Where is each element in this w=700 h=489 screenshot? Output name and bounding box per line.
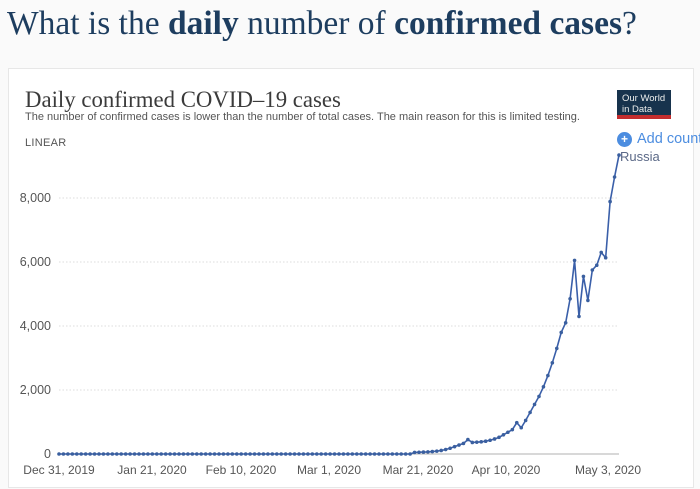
- svg-text:0: 0: [44, 447, 51, 461]
- svg-text:Mar 1, 2020: Mar 1, 2020: [297, 463, 361, 477]
- svg-text:Feb 10, 2020: Feb 10, 2020: [206, 463, 277, 477]
- svg-text:May 3, 2020: May 3, 2020: [575, 463, 641, 477]
- svg-text:Mar 21, 2020: Mar 21, 2020: [383, 463, 454, 477]
- svg-text:Dec 31, 2019: Dec 31, 2019: [23, 463, 95, 477]
- svg-text:Jan 21, 2020: Jan 21, 2020: [117, 463, 187, 477]
- svg-text:6,000: 6,000: [20, 255, 51, 269]
- svg-text:Russia: Russia: [620, 149, 661, 164]
- svg-text:2,000: 2,000: [20, 383, 51, 397]
- svg-text:8,000: 8,000: [20, 191, 51, 205]
- svg-text:Apr 10, 2020: Apr 10, 2020: [472, 463, 541, 477]
- svg-text:4,000: 4,000: [20, 319, 51, 333]
